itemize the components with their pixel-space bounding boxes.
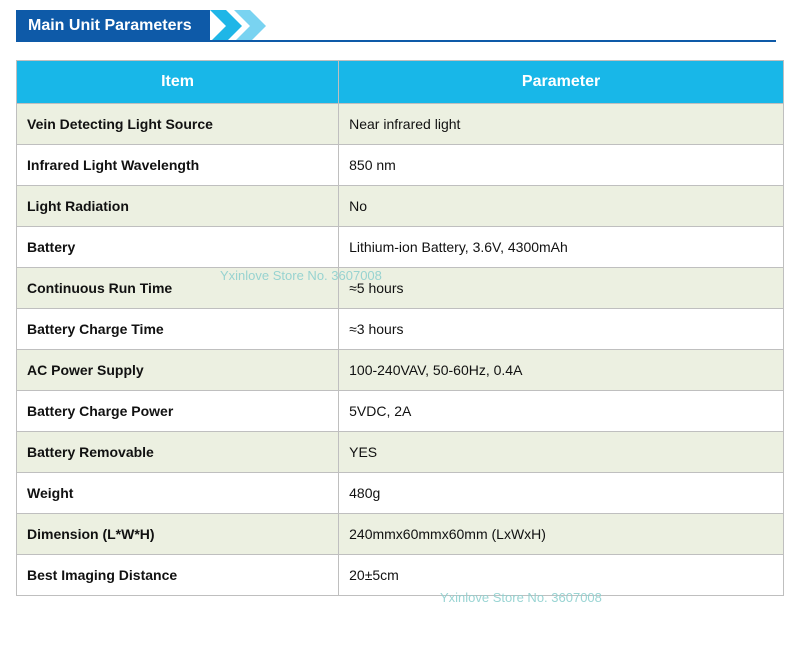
chevron-right-icon xyxy=(210,10,280,42)
cell-item: Battery Charge Power xyxy=(17,391,339,432)
section-header: Main Unit Parameters xyxy=(16,10,800,42)
section-title: Main Unit Parameters xyxy=(16,10,210,42)
cell-item: Light Radiation xyxy=(17,186,339,227)
cell-item: Vein Detecting Light Source xyxy=(17,104,339,145)
cell-param: Lithium-ion Battery, 3.6V, 4300mAh xyxy=(339,227,784,268)
cell-item: Weight xyxy=(17,473,339,514)
table-row: Best Imaging Distance20±5cm xyxy=(17,555,784,596)
table-row: Continuous Run Time≈5 hours xyxy=(17,268,784,309)
table-header-row: Item Parameter xyxy=(17,61,784,104)
parameters-table: Item Parameter Vein Detecting Light Sour… xyxy=(16,60,784,596)
cell-item: AC Power Supply xyxy=(17,350,339,391)
section-underline xyxy=(16,40,776,42)
cell-item: Battery Removable xyxy=(17,432,339,473)
cell-item: Battery Charge Time xyxy=(17,309,339,350)
table-row: Battery Charge Time≈3 hours xyxy=(17,309,784,350)
table-row: Light RadiationNo xyxy=(17,186,784,227)
cell-param: Near infrared light xyxy=(339,104,784,145)
cell-item: Infrared Light Wavelength xyxy=(17,145,339,186)
cell-param: 850 nm xyxy=(339,145,784,186)
cell-param: YES xyxy=(339,432,784,473)
table-row: BatteryLithium-ion Battery, 3.6V, 4300mA… xyxy=(17,227,784,268)
table-row: Battery RemovableYES xyxy=(17,432,784,473)
cell-param: 20±5cm xyxy=(339,555,784,596)
cell-param: ≈3 hours xyxy=(339,309,784,350)
table-row: Weight480g xyxy=(17,473,784,514)
col-header-param: Parameter xyxy=(339,61,784,104)
cell-item: Dimension (L*W*H) xyxy=(17,514,339,555)
table-row: Dimension (L*W*H)240mmx60mmx60mm (LxWxH) xyxy=(17,514,784,555)
table-row: Vein Detecting Light SourceNear infrared… xyxy=(17,104,784,145)
cell-param: 100-240VAV, 50-60Hz, 0.4A xyxy=(339,350,784,391)
cell-item: Battery xyxy=(17,227,339,268)
cell-param: ≈5 hours xyxy=(339,268,784,309)
table-row: Battery Charge Power5VDC, 2A xyxy=(17,391,784,432)
cell-param: 480g xyxy=(339,473,784,514)
table-row: AC Power Supply100-240VAV, 50-60Hz, 0.4A xyxy=(17,350,784,391)
cell-param: No xyxy=(339,186,784,227)
cell-param: 240mmx60mmx60mm (LxWxH) xyxy=(339,514,784,555)
col-header-item: Item xyxy=(17,61,339,104)
table-row: Infrared Light Wavelength850 nm xyxy=(17,145,784,186)
cell-param: 5VDC, 2A xyxy=(339,391,784,432)
cell-item: Best Imaging Distance xyxy=(17,555,339,596)
cell-item: Continuous Run Time xyxy=(17,268,339,309)
parameters-table-wrap: Item Parameter Vein Detecting Light Sour… xyxy=(16,60,784,596)
